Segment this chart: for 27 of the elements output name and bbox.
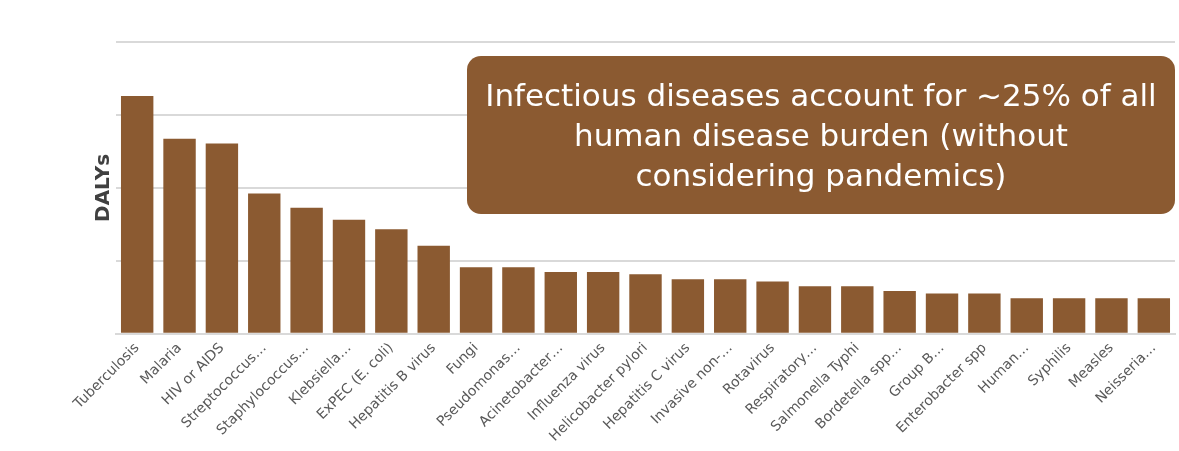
bar [290, 207, 323, 333]
bar [248, 193, 281, 333]
bar [586, 272, 620, 333]
bar [883, 291, 916, 333]
y-axis-title: DALYs [90, 153, 115, 222]
bar [417, 245, 450, 333]
bar [163, 138, 196, 333]
bar [798, 286, 832, 333]
bar [1137, 298, 1171, 333]
bar [925, 293, 959, 333]
annotation: Infectious diseases account for ~25% of all human disease burden (without considering pandemics) [484, 76, 1158, 195]
bar [671, 279, 705, 333]
bar [332, 219, 366, 333]
bar [459, 267, 493, 333]
bar [205, 143, 239, 333]
bar [629, 274, 662, 333]
bar [502, 267, 535, 333]
bar [120, 95, 154, 333]
bar [544, 272, 577, 333]
bar [1052, 298, 1086, 333]
bar [968, 293, 1001, 333]
bar [375, 229, 408, 333]
bar [1010, 298, 1043, 333]
bar [1095, 298, 1128, 333]
bar [756, 281, 789, 333]
bar [714, 279, 747, 333]
bar [841, 286, 874, 333]
